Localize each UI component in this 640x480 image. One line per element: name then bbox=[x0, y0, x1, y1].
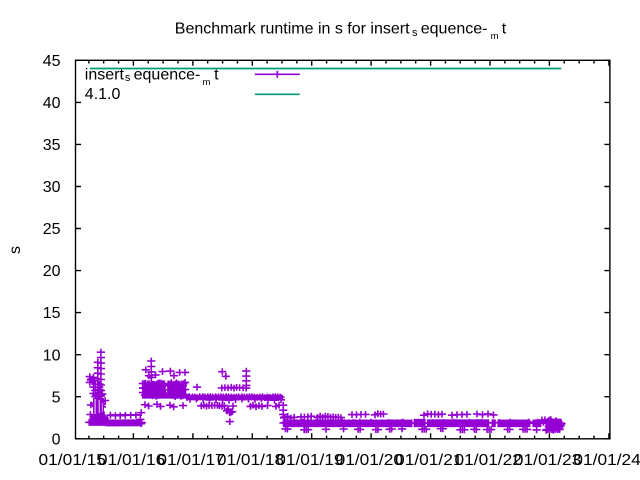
svg-text:01/01/19: 01/01/19 bbox=[276, 452, 343, 469]
svg-text:inserts equence-m t: inserts equence-m t bbox=[85, 66, 219, 88]
svg-text:30: 30 bbox=[43, 179, 61, 196]
svg-text:s: s bbox=[7, 246, 24, 254]
svg-text:20: 20 bbox=[43, 263, 61, 280]
svg-text:10: 10 bbox=[43, 347, 61, 364]
svg-text:01/01/20: 01/01/20 bbox=[336, 452, 403, 469]
svg-text:01/01/17: 01/01/17 bbox=[157, 452, 224, 469]
svg-text:01/01/22: 01/01/22 bbox=[455, 452, 522, 469]
svg-text:35: 35 bbox=[43, 137, 61, 154]
svg-text:01/01/24: 01/01/24 bbox=[573, 452, 640, 469]
svg-text:40: 40 bbox=[43, 95, 61, 112]
svg-text:01/01/23: 01/01/23 bbox=[514, 452, 581, 469]
svg-text:25: 25 bbox=[43, 221, 61, 238]
svg-text:Benchmark runtime in s for ins: Benchmark runtime in s for insert s equen… bbox=[175, 21, 507, 42]
svg-text:5: 5 bbox=[52, 389, 61, 406]
svg-text:45: 45 bbox=[43, 53, 61, 70]
svg-text:4.1.0: 4.1.0 bbox=[85, 86, 121, 103]
svg-text:01/01/15: 01/01/15 bbox=[39, 452, 106, 469]
svg-text:15: 15 bbox=[43, 305, 61, 322]
svg-text:01/01/18: 01/01/18 bbox=[217, 452, 284, 469]
svg-text:01/01/16: 01/01/16 bbox=[98, 452, 165, 469]
svg-text:0: 0 bbox=[52, 431, 61, 448]
svg-text:01/01/21: 01/01/21 bbox=[395, 452, 462, 469]
